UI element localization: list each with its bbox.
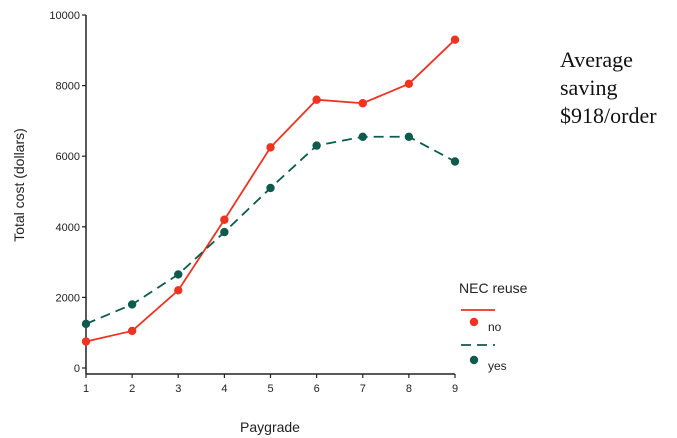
x-tick-label: 8	[406, 383, 412, 395]
data-point-yes	[81, 319, 91, 329]
legend-title: NEC reuse	[459, 280, 528, 296]
legend-item-yes: yes	[461, 344, 507, 373]
series-line-yes	[85, 135, 456, 325]
x-tick-label: 4	[221, 383, 227, 395]
legend-label-no: no	[488, 320, 502, 334]
data-point-yes	[174, 270, 183, 279]
x-tick-label: 2	[129, 383, 135, 395]
x-tick-label: 3	[175, 383, 181, 395]
series	[81, 35, 460, 346]
annotation-line-3: $918/order	[560, 103, 657, 128]
data-point-no	[450, 35, 460, 44]
y-axis-title: Total cost (dollars)	[11, 128, 27, 242]
annotation-line-2: saving	[560, 75, 618, 100]
legend-label-yes: yes	[488, 359, 507, 373]
y-tick-label: 6000	[56, 151, 80, 163]
data-point-yes	[266, 183, 275, 193]
legend-marker-no	[469, 317, 479, 327]
x-axis-ticks: 1 2 3 4 5 6 7 8 9	[83, 374, 458, 395]
y-axis-ticks: 0 2000 4000 6000 8000 10000	[49, 10, 86, 375]
y-tick-label: 8000	[56, 81, 80, 93]
x-tick-label: 5	[267, 383, 273, 395]
y-tick-label: 10000	[49, 10, 80, 22]
y-tick-label: 0	[74, 363, 80, 375]
data-point-no	[404, 79, 414, 89]
x-tick-label: 6	[314, 383, 320, 395]
data-point-yes	[312, 141, 321, 150]
legend-item-no: no	[461, 309, 502, 334]
y-tick-label: 2000	[56, 292, 80, 304]
y-tick-label: 4000	[56, 222, 80, 234]
data-point-yes	[127, 300, 137, 309]
series-yes	[81, 132, 460, 329]
data-point-no	[174, 286, 183, 295]
legend-items: no yes	[461, 309, 507, 373]
legend: NEC reuse no yes	[459, 280, 528, 373]
annotation-line-1: Average	[560, 47, 633, 72]
x-tick-label: 9	[452, 383, 458, 395]
data-point-yes	[358, 132, 367, 141]
x-axis-title: Paygrade	[240, 419, 300, 435]
data-point-yes	[404, 132, 414, 141]
data-point-no	[127, 326, 137, 336]
data-point-no	[358, 99, 367, 108]
data-point-no	[81, 337, 91, 346]
data-point-no	[312, 95, 321, 104]
x-tick-label: 7	[360, 383, 366, 395]
data-point-yes	[220, 227, 229, 237]
series-no	[81, 35, 460, 346]
axes: 0 2000 4000 6000 8000 10000 1 2 3 4 5 6 7 8 9	[49, 10, 458, 395]
data-point-no	[220, 215, 229, 224]
x-tick-label: 1	[83, 383, 89, 395]
average-saving-annotation: Average saving $918/order	[560, 46, 672, 130]
data-point-no	[266, 143, 275, 152]
data-point-yes	[450, 157, 460, 166]
legend-marker-yes	[469, 355, 479, 365]
